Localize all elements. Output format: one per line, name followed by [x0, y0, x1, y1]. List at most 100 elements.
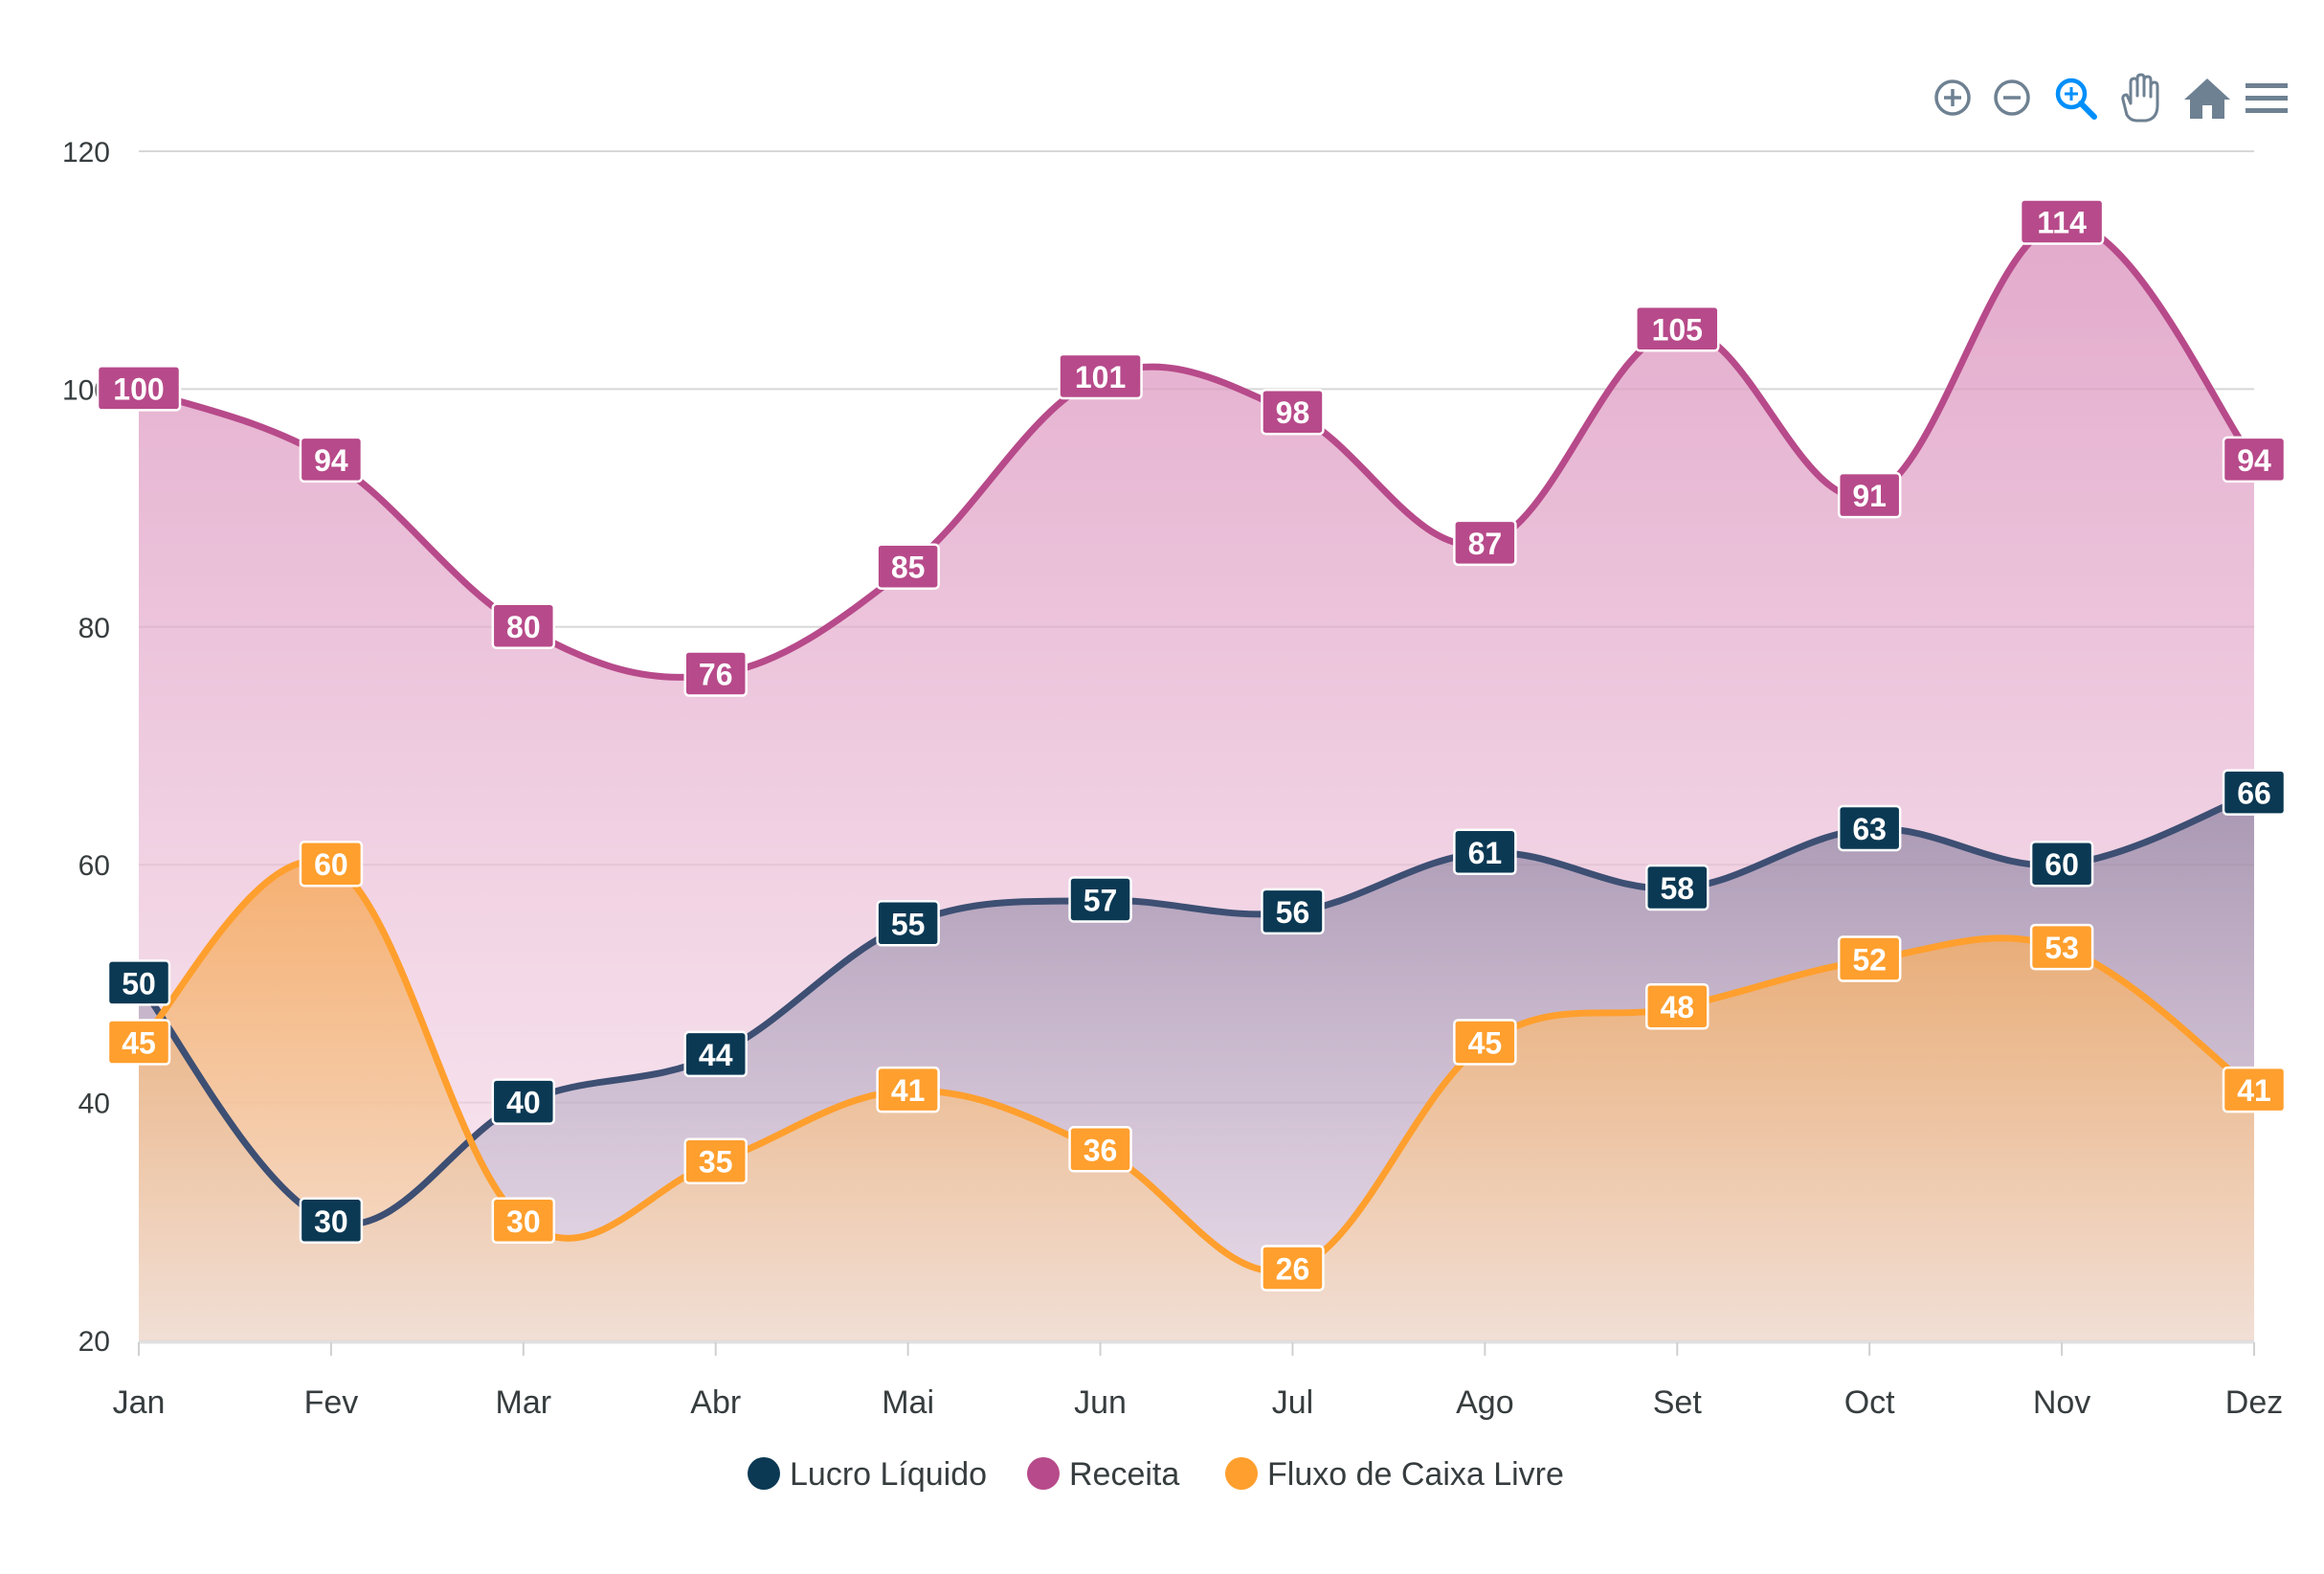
data-label-lucro-liquido: 44 [683, 1030, 748, 1078]
data-label-lucro-liquido: 50 [106, 959, 171, 1006]
data-label-receita: 87 [1453, 519, 1517, 567]
data-label-lucro-liquido: 55 [876, 900, 940, 947]
hand-pan-icon[interactable] [2121, 73, 2159, 123]
svg-text:57: 57 [1084, 883, 1118, 917]
data-label-receita: 105 [1635, 305, 1720, 352]
legend-item-lucro-liquido[interactable]: Lucro Líquido [748, 1456, 987, 1493]
data-label-fluxo-de-caixa-livre: 36 [1068, 1126, 1132, 1173]
home-icon[interactable] [2184, 79, 2230, 119]
data-label-receita: 94 [299, 436, 364, 483]
svg-text:40: 40 [506, 1086, 541, 1120]
zoom-in-icon[interactable] [1934, 79, 1971, 116]
svg-text:76: 76 [699, 657, 733, 691]
svg-text:30: 30 [506, 1204, 541, 1239]
svg-text:61: 61 [1468, 836, 1503, 870]
legend: Lucro Líquido Receita Fluxo de Caixa Livre [748, 1456, 1564, 1493]
legend-label: Receita [1069, 1456, 1179, 1493]
x-tick-label: Oct [1844, 1384, 1895, 1421]
svg-text:100: 100 [113, 371, 164, 406]
svg-text:105: 105 [1652, 312, 1703, 347]
magnifier-zoom-icon[interactable] [2055, 78, 2097, 120]
svg-text:101: 101 [1075, 360, 1126, 394]
legend-item-receita[interactable]: Receita [1027, 1456, 1179, 1493]
chart-toolbar [1934, 73, 2288, 123]
data-label-fluxo-de-caixa-livre: 35 [683, 1137, 748, 1184]
data-label-receita: 91 [1837, 471, 1902, 519]
x-tick-label: Set [1653, 1384, 1703, 1421]
data-label-receita: 76 [683, 650, 748, 697]
svg-text:44: 44 [699, 1038, 733, 1072]
x-tick-label: Jun [1074, 1384, 1127, 1421]
data-label-receita: 101 [1058, 352, 1143, 400]
data-label-lucro-liquido: 60 [2029, 840, 2094, 888]
data-label-receita: 85 [876, 543, 940, 590]
data-label-fluxo-de-caixa-livre: 60 [299, 840, 364, 888]
svg-text:41: 41 [2237, 1073, 2271, 1108]
svg-text:94: 94 [2237, 443, 2271, 478]
svg-text:45: 45 [1468, 1026, 1503, 1061]
svg-text:60: 60 [314, 847, 348, 882]
y-tick-label: 120 [62, 137, 110, 169]
data-label-lucro-liquido: 66 [2222, 769, 2287, 816]
x-tick-label: Abr [690, 1384, 741, 1421]
svg-text:30: 30 [314, 1204, 348, 1239]
data-label-lucro-liquido: 56 [1261, 888, 1325, 935]
svg-text:60: 60 [2045, 847, 2079, 882]
x-tick-label: Mai [882, 1384, 934, 1421]
x-tick-label: Jul [1272, 1384, 1313, 1421]
data-label-fluxo-de-caixa-livre: 41 [2222, 1066, 2287, 1113]
svg-text:56: 56 [1276, 895, 1310, 930]
legend-label: Lucro Líquido [790, 1456, 987, 1493]
data-label-fluxo-de-caixa-livre: 48 [1645, 982, 1709, 1030]
data-label-receita: 80 [491, 602, 556, 650]
svg-text:45: 45 [122, 1026, 156, 1061]
svg-text:52: 52 [1852, 943, 1887, 978]
data-label-fluxo-de-caixa-livre: 53 [2029, 923, 2094, 971]
data-label-fluxo-de-caixa-livre: 45 [106, 1019, 171, 1066]
svg-text:53: 53 [2045, 931, 2079, 965]
svg-text:50: 50 [122, 966, 156, 1001]
data-label-lucro-liquido: 57 [1068, 876, 1132, 923]
data-label-lucro-liquido: 40 [491, 1078, 556, 1125]
data-label-receita: 114 [2019, 198, 2105, 245]
svg-text:55: 55 [891, 907, 926, 941]
data-label-lucro-liquido: 63 [1837, 804, 1902, 852]
svg-text:87: 87 [1468, 527, 1503, 561]
data-label-fluxo-de-caixa-livre: 41 [876, 1066, 940, 1113]
data-label-fluxo-de-caixa-livre: 30 [491, 1197, 556, 1245]
x-tick-label: Jan [113, 1384, 166, 1421]
x-axis: Jan Fev Mar Abr Mai Jun Jul Ago Set Oct Nov Dez [113, 1340, 2283, 1421]
data-label-fluxo-de-caixa-livre: 45 [1453, 1019, 1517, 1066]
data-label-receita: 94 [2222, 436, 2287, 483]
svg-text:98: 98 [1276, 395, 1310, 430]
y-tick-label: 20 [78, 1326, 110, 1358]
series-areas [139, 222, 2254, 1341]
svg-text:91: 91 [1852, 479, 1887, 513]
data-label-receita: 100 [96, 365, 182, 412]
svg-text:41: 41 [891, 1073, 926, 1108]
svg-text:63: 63 [1852, 812, 1887, 846]
x-tick-label: Dez [2225, 1384, 2283, 1421]
svg-text:80: 80 [506, 610, 541, 644]
y-tick-label: 80 [78, 613, 110, 644]
svg-text:36: 36 [1084, 1133, 1118, 1167]
hamburger-menu-icon[interactable] [2246, 83, 2288, 113]
zoom-out-icon[interactable] [1994, 79, 2030, 116]
svg-text:114: 114 [2037, 206, 2087, 240]
svg-text:85: 85 [891, 551, 926, 585]
y-tick-label: 40 [78, 1089, 110, 1120]
data-label-receita: 98 [1261, 388, 1325, 436]
legend-item-fluxo-de-caixa-livre[interactable]: Fluxo de Caixa Livre [1225, 1456, 1564, 1493]
area-fluxo-de-caixa-livre [139, 861, 2254, 1340]
data-label-fluxo-de-caixa-livre: 52 [1837, 935, 1902, 982]
svg-text:66: 66 [2237, 776, 2271, 811]
x-tick-label: Fev [304, 1384, 359, 1421]
data-label-lucro-liquido: 61 [1453, 828, 1517, 876]
data-label-lucro-liquido: 58 [1645, 864, 1709, 911]
data-label-fluxo-de-caixa-livre: 26 [1261, 1245, 1325, 1292]
legend-marker [1225, 1457, 1258, 1490]
y-tick-label: 60 [78, 850, 110, 882]
x-tick-label: Ago [1456, 1384, 1514, 1421]
